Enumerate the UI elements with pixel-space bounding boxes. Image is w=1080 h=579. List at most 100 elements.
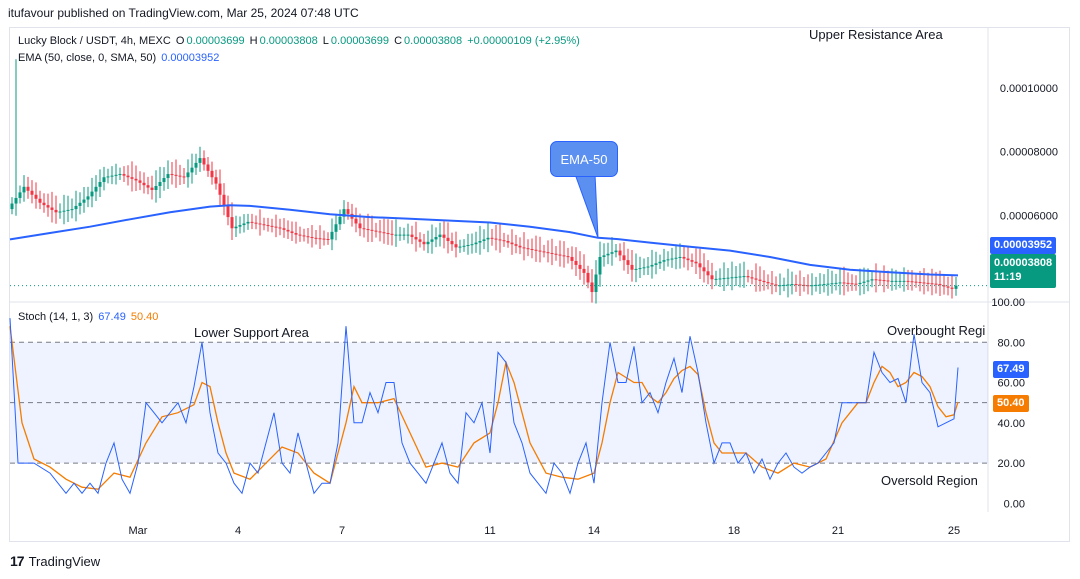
candle-body bbox=[202, 158, 206, 165]
candle-body bbox=[434, 237, 438, 240]
candle-body bbox=[738, 276, 742, 278]
candle-body bbox=[862, 281, 866, 283]
candle-body bbox=[654, 263, 658, 265]
candle-body bbox=[270, 225, 274, 227]
candle-body bbox=[158, 182, 162, 187]
candle-body bbox=[730, 277, 734, 279]
tradingview-footer[interactable]: 17 TradingView bbox=[10, 553, 100, 569]
candle-body bbox=[78, 202, 82, 206]
candle-body bbox=[302, 235, 306, 237]
candle-body bbox=[910, 281, 914, 283]
tradingview-logo-icon: 17 bbox=[10, 553, 25, 569]
candle-body bbox=[114, 174, 118, 176]
x-tick-label: 21 bbox=[832, 525, 844, 537]
candle-body bbox=[54, 209, 58, 213]
candle-body bbox=[306, 236, 310, 238]
candle-body bbox=[702, 267, 706, 272]
candle-body bbox=[490, 237, 494, 239]
candle-body bbox=[334, 224, 338, 232]
candle-body bbox=[282, 228, 286, 230]
candle-body bbox=[182, 176, 186, 178]
candle-body bbox=[942, 285, 946, 287]
candle-body bbox=[346, 209, 350, 214]
close-value: 0.00003808 bbox=[404, 35, 463, 47]
candle-body bbox=[458, 246, 462, 248]
candle-body bbox=[938, 284, 942, 286]
candle-body bbox=[38, 198, 42, 203]
candle-body bbox=[774, 284, 778, 286]
x-tick-label: 18 bbox=[728, 525, 740, 537]
candle-body bbox=[818, 284, 822, 286]
candle-body bbox=[50, 207, 54, 210]
candle-body bbox=[698, 263, 702, 268]
ema-legend[interactable]: EMA (50, close, 0, SMA, 50) 0.00003952 bbox=[18, 52, 221, 64]
candle-body bbox=[662, 260, 666, 262]
candle-body bbox=[330, 231, 334, 240]
candle-body bbox=[550, 252, 554, 254]
candle-body bbox=[42, 202, 46, 206]
candle-body bbox=[326, 239, 330, 241]
stoch-legend[interactable]: Stoch (14, 1, 3) 67.49 50.40 bbox=[18, 311, 160, 323]
stoch-tick-label: 60.00 bbox=[997, 378, 1025, 390]
candle-body bbox=[806, 285, 810, 287]
candle-body bbox=[798, 284, 802, 286]
candle-body bbox=[674, 257, 678, 259]
candle-body bbox=[546, 252, 550, 254]
candle-body bbox=[254, 222, 258, 224]
candle-body bbox=[442, 234, 446, 238]
candle-body bbox=[734, 276, 738, 278]
candle-body bbox=[606, 253, 610, 256]
candle-body bbox=[878, 279, 882, 281]
candle-body bbox=[886, 280, 890, 282]
candle-body bbox=[162, 178, 166, 183]
candle-body bbox=[786, 284, 790, 286]
c-label: C bbox=[394, 35, 403, 47]
l-label: L bbox=[322, 35, 329, 47]
candle-body bbox=[406, 234, 410, 236]
candle-body bbox=[638, 268, 642, 270]
candle-body bbox=[634, 268, 638, 270]
candle-body bbox=[858, 282, 862, 285]
candle-body bbox=[870, 279, 874, 281]
candle-body bbox=[46, 205, 50, 208]
candle-body bbox=[906, 280, 910, 282]
candle-body bbox=[802, 284, 806, 286]
candle-body bbox=[834, 282, 838, 284]
candle-body bbox=[18, 192, 22, 198]
ema-callout-pointer bbox=[574, 173, 599, 238]
candle-body bbox=[362, 228, 366, 230]
candle-body bbox=[714, 278, 718, 280]
candle-body bbox=[618, 250, 622, 256]
candle-body bbox=[298, 234, 302, 236]
candle-body bbox=[214, 177, 218, 184]
low-value: 0.00003699 bbox=[330, 35, 390, 47]
candle-body bbox=[414, 237, 418, 240]
candle-body bbox=[842, 282, 846, 284]
candle-body bbox=[794, 284, 798, 286]
candle-body bbox=[746, 276, 750, 278]
candle-body bbox=[210, 170, 214, 178]
candle-body bbox=[206, 164, 210, 171]
candle-body bbox=[438, 234, 442, 238]
candle-body bbox=[914, 281, 918, 283]
candle-body bbox=[322, 238, 326, 240]
candle-body bbox=[234, 226, 238, 229]
candle-body bbox=[678, 256, 682, 258]
candle-body bbox=[894, 280, 898, 282]
candle-body bbox=[262, 224, 266, 226]
symbol-label[interactable]: Lucky Block / USDT, 4h, MEXC bbox=[18, 35, 171, 47]
candle-body bbox=[138, 180, 142, 183]
candle-body bbox=[902, 280, 906, 282]
candle-body bbox=[58, 211, 62, 213]
o-label: O bbox=[175, 35, 185, 47]
candle-body bbox=[186, 172, 190, 178]
candle-body bbox=[758, 279, 762, 281]
candle-body bbox=[622, 255, 626, 261]
candle-body bbox=[694, 261, 698, 264]
candle-body bbox=[466, 244, 470, 246]
candle-body bbox=[370, 229, 374, 231]
candle-body bbox=[278, 227, 282, 229]
candle-body bbox=[178, 175, 182, 177]
candle-body bbox=[686, 258, 690, 261]
chart-frame bbox=[9, 27, 1070, 542]
